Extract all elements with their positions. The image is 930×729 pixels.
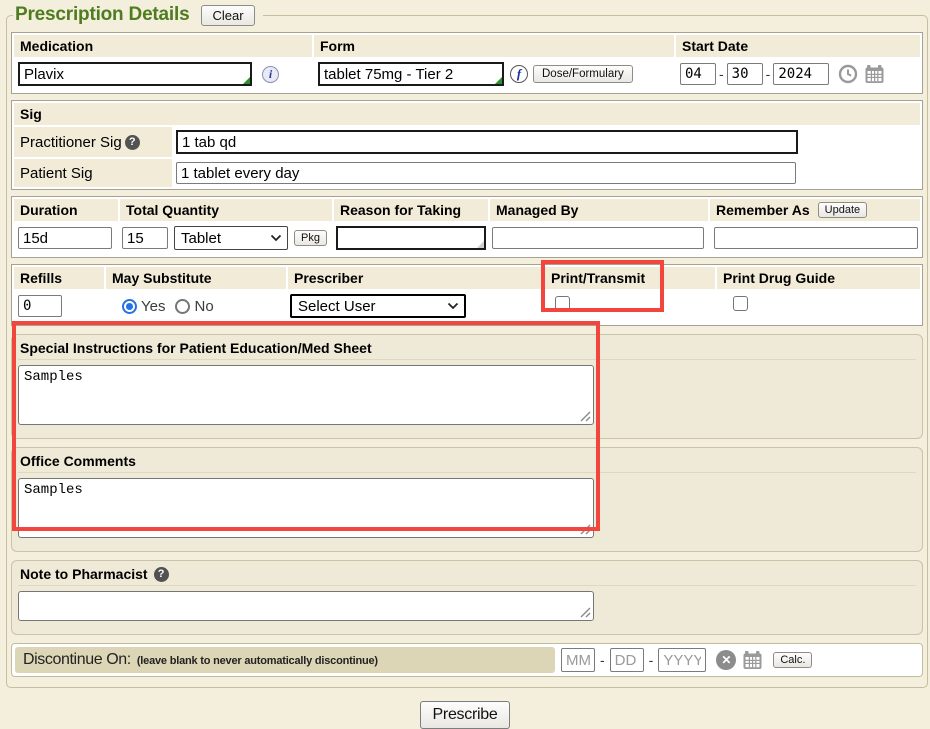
note-to-pharmacist-help-icon[interactable]: ? [153,566,169,582]
discontinue-month-input[interactable] [561,648,595,672]
print-drug-guide-header: Print Drug Guide [717,267,920,289]
date-separator: - [765,66,771,82]
start-date-header: Start Date [676,35,920,57]
resize-corner-icon [495,77,502,84]
duration-input[interactable] [18,227,112,249]
reason-header: Reason for Taking [334,199,488,221]
calendar-icon[interactable] [864,64,885,84]
unit-select[interactable]: Tablet [174,226,288,250]
date-separator: - [648,652,654,668]
clear-date-icon[interactable]: ✕ [716,650,737,670]
remember-as-header: Remember As Update [710,199,920,221]
pkg-button[interactable]: Pkg [294,230,327,246]
prescriber-select[interactable]: Select User [290,294,466,318]
page-title: Prescription Details [15,4,190,25]
medication-panel: Medication Form Start Date i [11,32,923,94]
start-day-input[interactable] [726,63,763,85]
update-button[interactable]: Update [817,202,868,218]
discontinue-year-input[interactable] [658,648,707,672]
prescribe-button[interactable]: Prescribe [419,701,511,729]
print-drug-guide-checkbox[interactable] [733,296,748,311]
quantity-panel: Duration Total Quantity Reason for Takin… [11,196,923,258]
chevron-down-icon [270,234,282,242]
office-comments-header: Office Comments [18,451,916,473]
special-instructions-panel: Special Instructions for Patient Educati… [11,334,923,439]
quantity-input[interactable] [122,227,168,249]
dose-formulary-button[interactable]: Dose/Formulary [533,65,633,83]
calendar-icon[interactable] [742,650,763,670]
managed-by-header: Managed By [490,199,708,221]
clear-button[interactable]: Clear [201,4,255,26]
form-header: Form [314,35,674,57]
practitioner-sig-label: Practitioner Sig [20,133,122,151]
prescription-details-page: Prescription Details Clear Medication Fo… [0,4,930,729]
discontinue-day-input[interactable] [609,648,644,672]
refills-input[interactable] [18,295,62,317]
substitute-no-radio[interactable] [175,298,191,314]
prescriber-header: Prescriber [288,267,543,289]
patient-sig-input[interactable] [176,162,796,184]
refills-panel: Refills May Substitute Prescriber Print/… [11,264,923,326]
note-to-pharmacist-panel: Note to Pharmacist ? [11,560,923,635]
resize-corner-icon [477,241,484,248]
form-input[interactable] [318,62,504,86]
print-transmit-checkbox[interactable] [555,296,570,311]
discontinue-label-cell: Discontinue On: (leave blank to never au… [15,647,555,673]
chevron-down-icon [447,302,459,310]
print-transmit-header: Print/Transmit [545,267,715,289]
date-separator: - [719,66,724,82]
start-year-input[interactable] [773,63,830,85]
patient-sig-label-cell: Patient Sig [14,159,172,187]
sig-header: Sig [14,103,920,125]
prescriber-select-value: Select User [298,297,376,315]
substitute-no-label: No [194,297,214,315]
may-substitute-header: May Substitute [106,267,286,289]
note-to-pharmacist-textarea[interactable] [18,591,594,621]
clock-icon[interactable] [838,64,858,84]
office-comments-textarea[interactable]: Samples [18,478,594,538]
practitioner-sig-help-icon[interactable]: ? [124,134,140,150]
duration-header: Duration [14,199,118,221]
substitute-yes-label: Yes [141,297,166,315]
total-quantity-header: Total Quantity [120,199,332,221]
prescription-details-fieldset: Prescription Details Clear Medication Fo… [6,4,928,688]
reason-input[interactable] [336,226,486,250]
refills-header: Refills [14,267,104,289]
resize-corner-icon [243,77,250,84]
office-comments-panel: Office Comments Samples [11,447,923,552]
practitioner-sig-label-cell: Practitioner Sig ? [14,127,172,157]
unit-select-value: Tablet [181,229,222,247]
medication-input[interactable] [18,62,252,86]
remember-as-input[interactable] [714,227,918,249]
note-to-pharmacist-header: Note to Pharmacist ? [18,564,916,586]
discontinue-label: Discontinue On: [23,651,131,668]
patient-sig-label: Patient Sig [20,164,93,182]
discontinue-hint: (leave blank to never automatically disc… [136,655,378,667]
managed-by-input[interactable] [492,227,704,249]
special-instructions-header: Special Instructions for Patient Educati… [18,338,916,360]
sig-panel: Sig Practitioner Sig ? Patient Sig [11,100,923,190]
discontinue-panel: Discontinue On: (leave blank to never au… [11,643,923,677]
medication-header: Medication [14,35,312,57]
info-icon[interactable]: i [262,65,279,83]
special-instructions-textarea[interactable]: Samples [18,365,594,425]
practitioner-sig-input[interactable] [176,130,798,154]
calc-button[interactable]: Calc. [773,652,813,668]
remember-as-label: Remember As [716,202,810,218]
note-to-pharmacist-label: Note to Pharmacist [20,566,148,582]
formulary-icon[interactable]: f [510,65,528,83]
date-separator: - [600,652,605,668]
substitute-yes-radio[interactable] [122,298,137,314]
start-month-input[interactable] [680,63,716,85]
